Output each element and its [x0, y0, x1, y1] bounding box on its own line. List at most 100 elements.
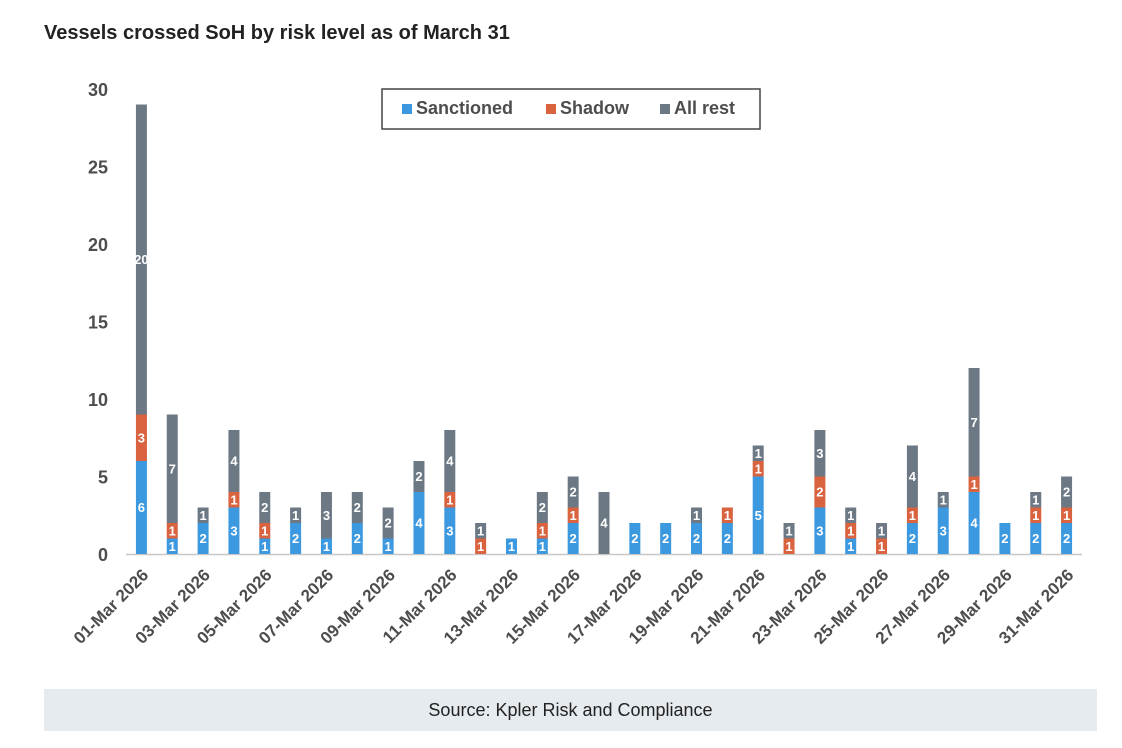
bar-all-rest	[567, 476, 579, 508]
bar-value-label: 2	[662, 531, 669, 546]
bar-value-label: 2	[570, 485, 577, 500]
bar-all-rest	[598, 492, 610, 554]
bar-shadow	[876, 538, 888, 554]
bar-value-label: 4	[446, 454, 454, 469]
bar-value-label: 1	[1032, 492, 1039, 507]
bar-value-label: 3	[138, 430, 145, 445]
source-note: Source: Kpler Risk and Compliance	[44, 689, 1097, 731]
bar-sanctioned	[968, 492, 980, 554]
y-tick-label: 25	[88, 158, 108, 178]
bar-value-label: 1	[199, 508, 206, 523]
bar-all-rest	[845, 507, 857, 523]
bar-value-label: 20	[134, 252, 148, 267]
bar-value-label: 1	[785, 523, 792, 538]
bar-sanctioned	[536, 538, 548, 554]
bar-shadow	[814, 476, 826, 508]
legend-swatch-sanctioned	[402, 104, 412, 114]
bar-value-label: 3	[230, 523, 237, 538]
bar-sanctioned	[413, 492, 425, 554]
bar-all-rest	[691, 507, 703, 523]
bar-all-rest	[937, 492, 949, 508]
bar-value-label: 1	[878, 523, 885, 538]
bar-value-label: 1	[261, 523, 268, 538]
bar-shadow	[968, 476, 980, 492]
bar-value-label: 2	[631, 531, 638, 546]
bar-all-rest	[351, 492, 363, 523]
bar-value-label: 2	[415, 469, 422, 484]
legend-swatch-all-rest	[660, 104, 670, 114]
y-tick-label: 0	[98, 545, 108, 565]
bar-sanctioned	[937, 507, 949, 554]
legend-box	[381, 88, 761, 130]
bar-value-label: 1	[477, 523, 484, 538]
bar-value-label: 2	[724, 531, 731, 546]
bar-shadow	[166, 523, 178, 539]
bar-value-label: 1	[230, 492, 237, 507]
bar-shadow	[536, 523, 548, 539]
bar-sanctioned	[320, 538, 332, 554]
bar-all-rest	[444, 430, 456, 492]
bar-value-label: 1	[847, 539, 854, 554]
bar-value-label: 1	[385, 539, 392, 554]
bar-all-rest	[290, 507, 302, 523]
bar-value-label: 4	[230, 454, 238, 469]
bar-all-rest	[382, 507, 394, 539]
bar-all-rest	[259, 492, 271, 523]
bar-shadow	[135, 414, 147, 461]
bar-shadow	[444, 492, 456, 508]
bar-all-rest	[752, 445, 764, 461]
bar-all-rest	[197, 507, 209, 523]
bar-shadow	[845, 523, 857, 539]
bar-value-label: 3	[323, 508, 330, 523]
bar-sanctioned	[351, 523, 363, 554]
legend-label-shadow: Shadow	[560, 98, 630, 118]
bar-value-label: 5	[755, 508, 762, 523]
bar-value-label: 2	[199, 531, 206, 546]
bar-value-label: 1	[847, 508, 854, 523]
bar-value-label: 1	[940, 492, 947, 507]
y-tick-label: 5	[98, 468, 108, 488]
bar-value-label: 1	[1032, 508, 1039, 523]
bar-value-label: 1	[539, 539, 546, 554]
bar-value-label: 1	[693, 508, 700, 523]
bar-sanctioned	[752, 476, 764, 554]
bar-value-label: 1	[755, 461, 762, 476]
bar-value-label: 1	[169, 539, 176, 554]
bar-value-label: 2	[354, 500, 361, 515]
bar-shadow	[1061, 507, 1073, 523]
bar-sanctioned	[166, 538, 178, 554]
bar-value-label: 2	[1063, 485, 1070, 500]
bar-value-label: 2	[1063, 531, 1070, 546]
bar-shadow	[228, 492, 240, 508]
bar-value-label: 2	[909, 531, 916, 546]
bar-shadow	[783, 538, 795, 554]
bar-value-label: 3	[816, 523, 823, 538]
bar-value-label: 2	[261, 500, 268, 515]
bar-value-label: 1	[970, 477, 977, 492]
bar-sanctioned	[660, 523, 672, 554]
bar-sanctioned	[1061, 523, 1073, 554]
bar-value-label: 1	[508, 539, 515, 554]
bar-all-rest	[968, 368, 980, 477]
bar-shadow	[1030, 507, 1042, 523]
legend-label-all-rest: All rest	[674, 98, 735, 118]
bar-value-label: 3	[446, 523, 453, 538]
bar-value-label: 4	[600, 516, 608, 531]
bar-shadow	[475, 538, 487, 554]
y-tick-label: 30	[88, 80, 108, 100]
bar-all-rest	[536, 492, 548, 523]
bar-value-label: 1	[446, 492, 453, 507]
bar-value-label: 3	[816, 446, 823, 461]
bar-sanctioned	[721, 523, 733, 554]
bar-sanctioned	[197, 523, 209, 554]
bar-all-rest	[783, 523, 795, 539]
bar-value-label: 1	[847, 523, 854, 538]
bar-value-label: 2	[292, 531, 299, 546]
bar-value-label: 4	[909, 469, 917, 484]
bar-sanctioned	[444, 507, 456, 554]
chart-title: Vessels crossed SoH by risk level as of …	[44, 22, 510, 44]
bar-all-rest	[1061, 476, 1073, 508]
